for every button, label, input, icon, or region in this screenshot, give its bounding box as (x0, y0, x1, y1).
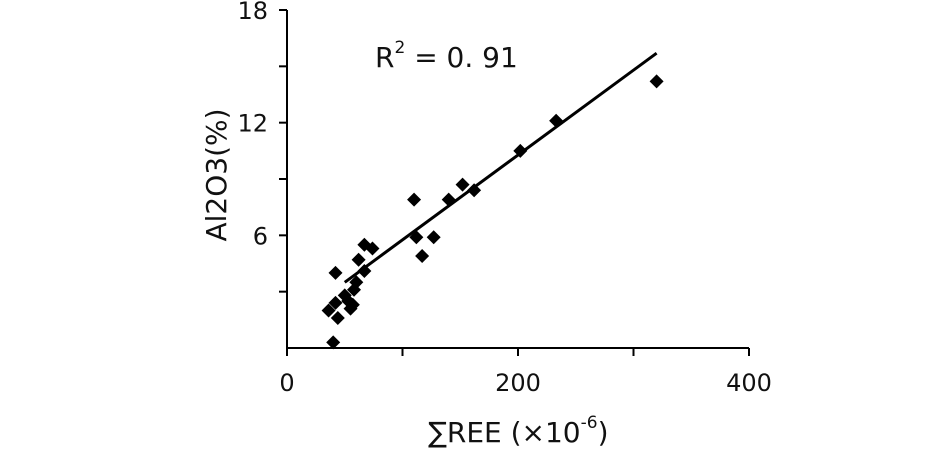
data-point (407, 192, 422, 207)
data-point (326, 335, 341, 350)
y-axis-title: Al2O3(%) (200, 108, 233, 241)
x-tick-label: 0 (279, 369, 294, 397)
data-point (349, 275, 364, 290)
x-tick-label: 200 (495, 369, 541, 397)
data-point (365, 241, 380, 256)
x-axis-title: ∑REE (×10-6) (428, 413, 609, 449)
data-point (441, 192, 456, 207)
data-point (357, 264, 372, 279)
data-point (409, 230, 424, 245)
y-tick-label: 6 (253, 222, 268, 250)
data-point (649, 74, 664, 89)
data-point (549, 113, 564, 128)
data-point (351, 252, 366, 267)
data-point (328, 295, 343, 310)
data-point (426, 230, 441, 245)
data-point (455, 177, 470, 192)
data-points (321, 74, 664, 350)
data-point (513, 143, 528, 158)
data-point (321, 303, 336, 318)
trendline-group (343, 51, 658, 284)
y-tick-label: 18 (237, 0, 268, 25)
data-point (415, 248, 430, 263)
r-squared-annotation: R2 = 0. 91 (375, 38, 518, 74)
ticks: 0 200 400 6 12 18 (237, 0, 771, 397)
data-point (345, 297, 360, 312)
x-tick-label: 400 (726, 369, 772, 397)
data-point (330, 310, 345, 325)
data-point (328, 265, 343, 280)
trendline (343, 51, 658, 284)
data-point (467, 183, 482, 198)
y-tick-label: 12 (237, 110, 268, 138)
axes (286, 10, 749, 349)
